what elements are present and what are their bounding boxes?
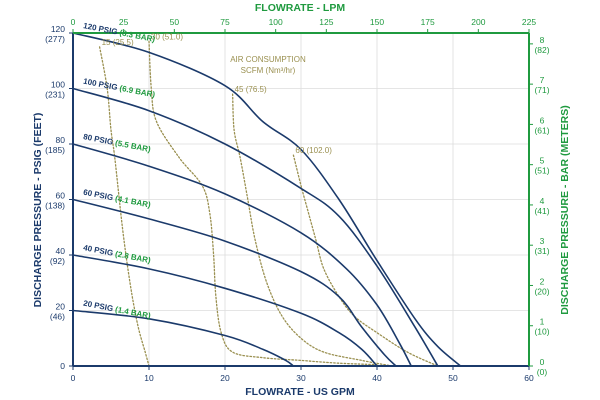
y-tick-feet-label: (46) [50, 312, 65, 322]
y2-tick-label: 1 [540, 317, 545, 327]
y2-tick-meters-label: (20) [534, 286, 549, 296]
pressure-curve-3 [72, 198, 397, 367]
pressure-curve-2 [72, 143, 412, 367]
labels: 0 10 20 30 40 50 600 25 50 75 100 125 150 175 200 22502… [45, 17, 550, 383]
curve-label-bar: (6.9 BAR) [119, 84, 156, 100]
y-tick-feet-label: (185) [45, 145, 65, 155]
y2-tick-label: 6 [540, 115, 545, 125]
y-tick-feet-label: (92) [50, 256, 65, 266]
curve-label-group: 100 PSIG (6.9 BAR) [82, 77, 156, 100]
y2-tick-meters-label: (61) [534, 125, 549, 135]
air-consumption-units: SCFM (Nm³/hr) [241, 66, 296, 75]
curve-label-group: 80 PSIG (5.5 BAR) [82, 132, 151, 154]
air-line-3 [292, 154, 439, 367]
curve-label-psig: 120 PSIG [82, 21, 120, 37]
pressure-curves [72, 32, 462, 367]
x2-tick-label: 175 [421, 17, 435, 27]
y-tick-label: 60 [56, 191, 66, 201]
x2-axis-title: FLOWRATE - LPM [255, 2, 345, 14]
air-consumption-title: AIR CONSUMPTION [230, 55, 306, 64]
curve-label: 80 PSIG (5.5 BAR) [82, 132, 151, 154]
curve-label-psig: 40 PSIG [82, 243, 116, 258]
y2-tick-label: 2 [540, 276, 545, 286]
curve-label-group: 40 PSIG (2.8 BAR) [82, 243, 151, 265]
y2-tick-meters-label: (10) [534, 327, 549, 337]
y-tick-label: 40 [56, 246, 66, 256]
x-tick-label: 30 [296, 373, 306, 383]
pressure-curve-0 [72, 32, 462, 367]
x2-tick-label: 150 [370, 17, 384, 27]
curve-label-bar: (1.4 BAR) [114, 305, 151, 321]
y2-tick-meters-label: (51) [534, 166, 549, 176]
x2-tick-label: 50 [170, 17, 180, 27]
y-tick-label: 120 [51, 24, 65, 34]
y-tick-label: 20 [56, 302, 66, 312]
x2-tick-label: 225 [522, 17, 536, 27]
y2-tick-label: 5 [540, 156, 545, 166]
x-tick-label: 40 [372, 373, 382, 383]
curve-label: 40 PSIG (2.8 BAR) [82, 243, 151, 265]
pressure-curve-4 [72, 254, 378, 367]
x2-tick-label: 75 [220, 17, 230, 27]
y-tick-feet-label: (138) [45, 201, 65, 211]
x-tick-label: 60 [524, 373, 534, 383]
y-tick-feet-label: (231) [45, 90, 65, 100]
x-tick-label: 20 [220, 373, 230, 383]
y-tick-label: 80 [56, 135, 66, 145]
x2-tick-label: 0 [71, 17, 76, 27]
curve-label-group: 20 PSIG (1.4 BAR) [82, 299, 151, 321]
air-consumption-lines [98, 40, 439, 367]
y2-tick-meters-label: (31) [534, 246, 549, 256]
y2-tick-label: 4 [540, 196, 545, 206]
y2-tick-meters-label: (41) [534, 206, 549, 216]
air-line-1 [148, 40, 378, 366]
curve-label-bar: (5.5 BAR) [114, 138, 151, 154]
air-line-label: 45 (76.5) [235, 85, 267, 94]
curve-label: 20 PSIG (1.4 BAR) [82, 299, 151, 321]
y2-tick-meters-label: (0) [537, 367, 548, 377]
curve-label-psig: 100 PSIG [82, 77, 120, 93]
x-tick-label: 0 [71, 373, 76, 383]
air-line-label: 15 (25.5) [102, 38, 134, 47]
y2-axis-title: DISCHARGE PRESSURE - BAR (METERS) [559, 105, 571, 314]
y2-tick-label: 3 [540, 236, 545, 246]
y2-tick-meters-label: (71) [534, 85, 549, 95]
y-tick-label: 0 [60, 361, 65, 371]
y2-tick-meters-label: (82) [534, 45, 549, 55]
x2-tick-label: 100 [269, 17, 283, 27]
air-line-0 [98, 46, 150, 367]
x2-tick-label: 200 [471, 17, 485, 27]
curve-label-psig: 60 PSIG [82, 188, 116, 203]
air-line-label: 60 (102.0) [295, 146, 332, 155]
axes [69, 29, 533, 370]
y-axis-title: DISCHARGE PRESSURE - PSIG (FEET) [32, 113, 44, 308]
y2-tick-label: 0 [540, 357, 545, 367]
y2-tick-label: 7 [540, 75, 545, 85]
x-tick-label: 10 [144, 373, 154, 383]
x-axis-title: FLOWRATE - US GPM [245, 386, 355, 398]
air-line-label: 30 (51.0) [151, 32, 183, 41]
curve-label-group: 60 PSIG (4.1 BAR) [82, 188, 151, 210]
x-tick-label: 50 [448, 373, 458, 383]
pressure-curve-1 [72, 87, 439, 367]
air-line-2 [231, 93, 393, 367]
y-tick-label: 100 [51, 80, 65, 90]
x2-tick-label: 125 [319, 17, 333, 27]
curve-label: 60 PSIG (4.1 BAR) [82, 188, 151, 210]
y2-tick-label: 8 [540, 35, 545, 45]
pressure-curve-5 [72, 309, 294, 367]
curve-label: 100 PSIG (6.9 BAR) [82, 77, 156, 100]
y-tick-feet-label: (277) [45, 34, 65, 44]
x2-tick-label: 25 [119, 17, 129, 27]
